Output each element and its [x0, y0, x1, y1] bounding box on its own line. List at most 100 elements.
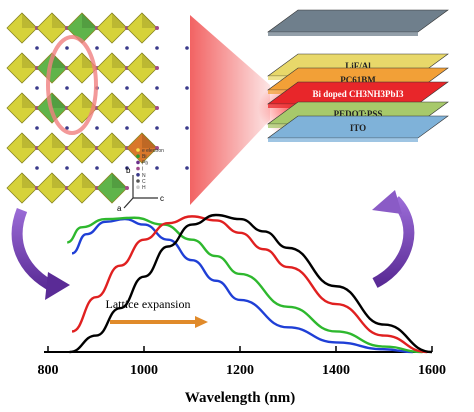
- legend-swatch: [136, 185, 140, 189]
- octahedron: [96, 92, 128, 124]
- octahedron-shade: [112, 13, 127, 28]
- octahedron: [36, 172, 68, 204]
- legend-swatch: [136, 173, 140, 177]
- stack-layer-label: PC61BM: [340, 75, 376, 85]
- cation-atom: [155, 46, 159, 50]
- light-beam: [190, 15, 270, 205]
- iodide-atom: [155, 26, 159, 30]
- series-line: [71, 215, 428, 354]
- axis-a-label: a: [117, 204, 122, 213]
- series-line: [71, 217, 413, 354]
- cation-atom: [95, 46, 99, 50]
- legend-swatch: [136, 160, 140, 165]
- octahedron-shade: [52, 13, 67, 28]
- x-axis-title: Wavelength (nm): [185, 390, 295, 406]
- octahedron-shade: [22, 93, 37, 108]
- cation-atom: [155, 86, 159, 90]
- annotation-arrowhead: [195, 316, 208, 328]
- legend-swatch: [136, 154, 140, 158]
- series-line: [66, 216, 423, 354]
- highlight-ring: [46, 35, 98, 135]
- octahedron-shade: [82, 173, 97, 188]
- octahedron: [6, 132, 38, 164]
- octahedron-shade: [22, 173, 37, 188]
- octahedron-shade: [22, 13, 37, 28]
- octahedron-shade: [142, 53, 157, 68]
- cation-atom: [95, 126, 99, 130]
- octahedron: [36, 132, 68, 164]
- cation-atom: [65, 126, 69, 130]
- octahedron: [126, 132, 158, 164]
- cation-atom: [35, 126, 39, 130]
- right-curved-arrow: [372, 190, 415, 288]
- cation-atom: [155, 126, 159, 130]
- left-curved-arrow: [11, 207, 70, 300]
- legend-label: e electron: [142, 148, 164, 154]
- octahedron-shade: [142, 93, 157, 108]
- octahedron: [126, 12, 158, 44]
- cation-atom: [125, 126, 129, 130]
- series-line: [69, 213, 433, 354]
- axis-c-label: c: [160, 194, 164, 203]
- cation-atom: [125, 166, 129, 170]
- octahedron-shade: [82, 13, 97, 28]
- octahedron: [96, 12, 128, 44]
- x-tick-label: 800: [38, 363, 59, 378]
- stack-layer-top: [267, 9, 449, 33]
- stack-layer-side: [268, 138, 418, 142]
- legend-label: C: [142, 179, 146, 185]
- octahedron-shade: [52, 53, 67, 68]
- octahedron: [6, 12, 38, 44]
- octahedron: [96, 172, 128, 204]
- legend-swatch: [136, 148, 140, 152]
- legend-swatch: [136, 166, 140, 171]
- octahedron: [126, 92, 158, 124]
- cation-atom: [65, 166, 69, 170]
- cation-atom: [35, 166, 39, 170]
- octahedron-shade: [142, 13, 157, 28]
- legend-label: Pb: [142, 160, 148, 166]
- octahedron: [6, 52, 38, 84]
- octahedron: [126, 52, 158, 84]
- cation-atom: [65, 46, 69, 50]
- legend-label: I: [142, 167, 143, 173]
- octahedron: [96, 132, 128, 164]
- axis-b-label: b: [126, 166, 131, 175]
- octahedron: [66, 172, 98, 204]
- octahedron: [66, 132, 98, 164]
- octahedron-shade: [112, 53, 127, 68]
- octahedron-shade: [82, 133, 97, 148]
- octahedron-shade: [112, 93, 127, 108]
- legend-label: H: [142, 185, 146, 191]
- octahedron-shade: [52, 173, 67, 188]
- cation-atom: [185, 166, 189, 170]
- cation-atom: [185, 46, 189, 50]
- octahedron: [36, 52, 68, 84]
- stack-layer-label: ITO: [350, 123, 366, 133]
- octahedra-grid: [6, 12, 189, 204]
- octahedron-shade: [112, 133, 127, 148]
- octahedron-shade: [52, 133, 67, 148]
- stack-layer-side: [268, 32, 418, 36]
- octahedron: [6, 172, 38, 204]
- cation-atom: [95, 166, 99, 170]
- iodide-atom: [125, 186, 129, 190]
- cation-atom: [35, 46, 39, 50]
- x-tick-label: 1200: [226, 363, 254, 378]
- cation-atom: [185, 126, 189, 130]
- cation-atom: [35, 86, 39, 90]
- legend-label: N: [142, 173, 146, 179]
- cation-atom: [125, 86, 129, 90]
- octahedron-shade: [22, 133, 37, 148]
- cation-atom: [185, 86, 189, 90]
- legend-label: Bi: [142, 154, 146, 160]
- cation-atom: [155, 166, 159, 170]
- octahedron-shade: [142, 133, 157, 148]
- iodide-atom: [155, 66, 159, 70]
- stack-layer-label: LiF/Al: [345, 61, 371, 71]
- octahedron: [36, 12, 68, 44]
- iodide-atom: [155, 106, 159, 110]
- x-tick-label: 1000: [130, 363, 158, 378]
